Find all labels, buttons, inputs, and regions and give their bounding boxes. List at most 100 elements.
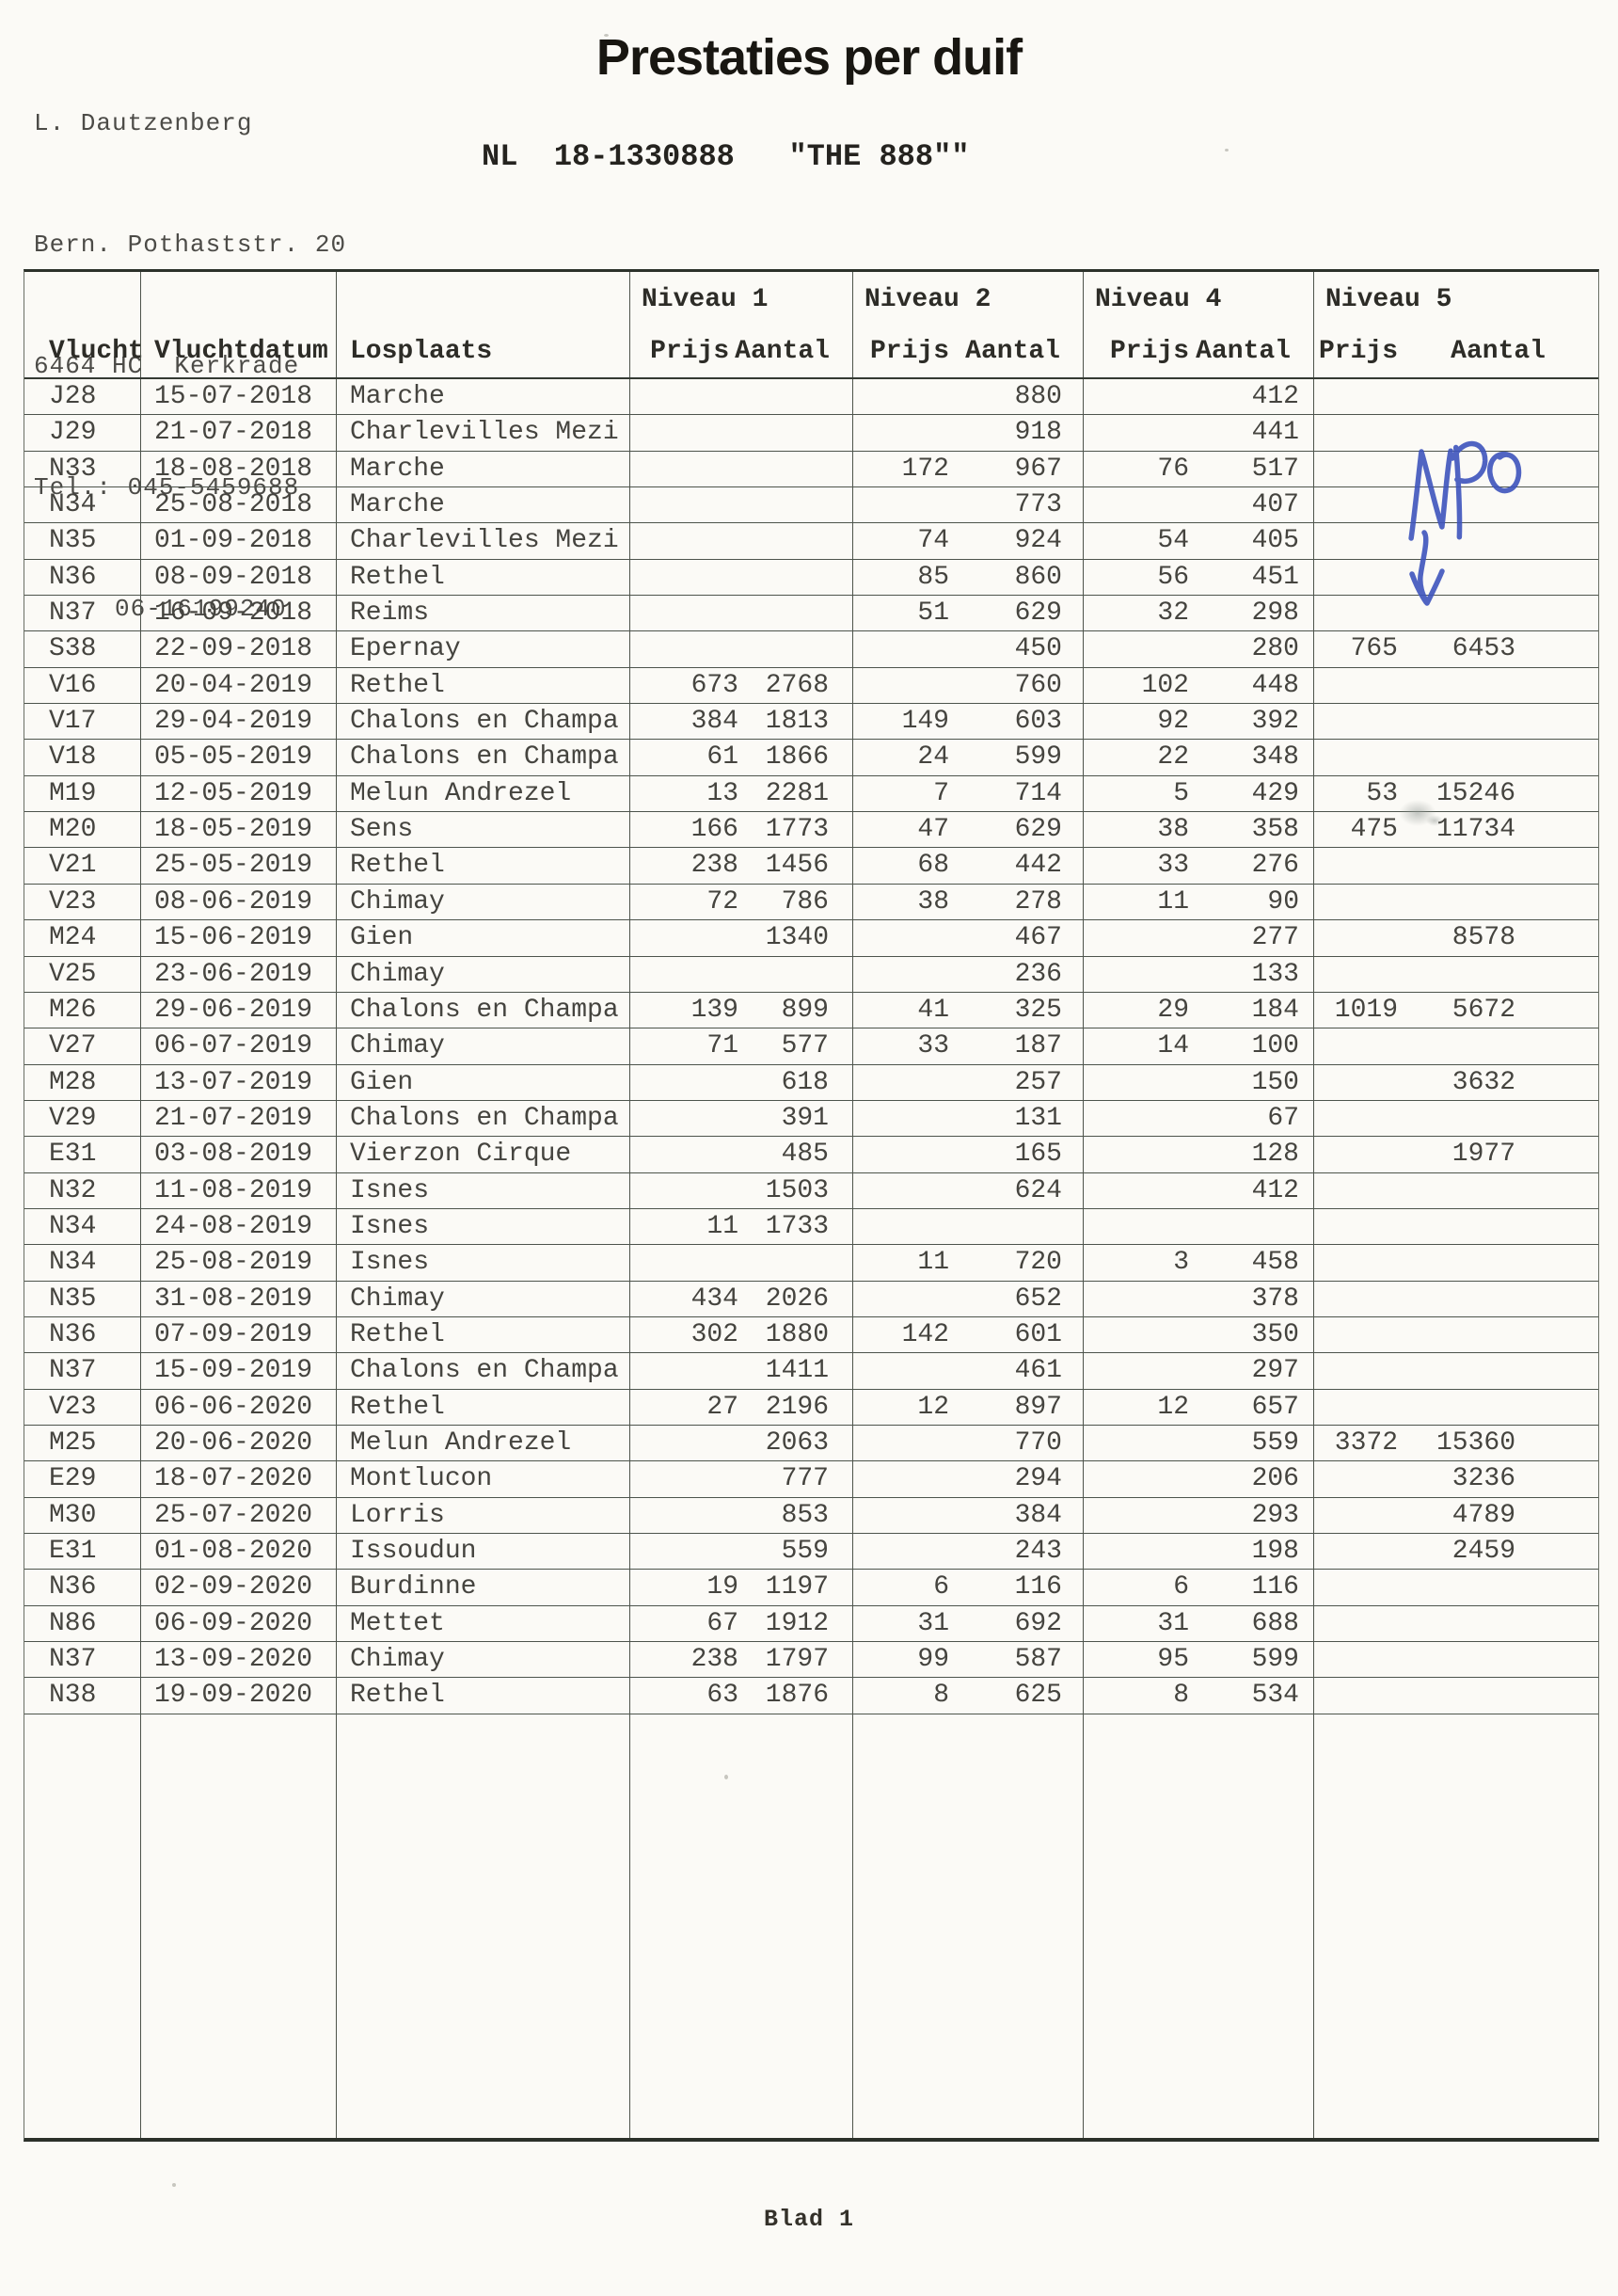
niveau2-cell: 41 325 [852, 992, 1083, 1028]
vlucht-cell: E31 [49, 1537, 97, 1566]
vluchtdatum-cell: 15-06-2019 [140, 920, 336, 956]
niveau1-cell: 434 2026 [629, 1281, 852, 1316]
niveau2-aantal-value: 461 [1014, 1356, 1062, 1386]
niveau2-prijs-value: 11 [917, 1248, 949, 1278]
vluchtdatum-header-label: Vluchtdatum [154, 337, 328, 366]
vluchtdatum-cell: 18-05-2019 [140, 812, 336, 848]
niveau1-aantal-value: 2281 [765, 778, 829, 808]
vluchtdatum-cell: 21-07-2019 [140, 1100, 336, 1137]
niveau2-prijs-value: 31 [917, 1608, 949, 1638]
niveau-2-group-label: Niveau 2 [865, 285, 991, 314]
niveau2-aantal-value [955, 1209, 1083, 1244]
niveau2-prijs-value [853, 1426, 955, 1460]
niveau2-aantal-value: 236 [1014, 959, 1062, 989]
niveau4-cell: 378 [1083, 1281, 1313, 1316]
losplaats-cell: Sens [336, 812, 629, 848]
niveau5-prijs-value [1314, 1498, 1404, 1533]
niveau5-prijs-value [1314, 920, 1404, 955]
niveau-4-group-label: Niveau 4 [1095, 285, 1222, 314]
niveau1-cell [629, 415, 852, 451]
niveau4-prijs-value [1084, 1426, 1195, 1460]
niveau2-cell: 467 [852, 920, 1083, 956]
niveau2-aantal-value: 294 [1014, 1464, 1062, 1494]
vlucht-cell: N33 [49, 454, 97, 484]
niveau5-aantal-value [1404, 596, 1598, 630]
niveau2-prijs-value [853, 668, 955, 703]
niveau5-cell [1313, 559, 1598, 596]
niveau4-aantal-value: 429 [1251, 778, 1299, 808]
niveau4-prijs-value [1084, 1173, 1195, 1208]
niveau1-prijs-value [630, 596, 744, 630]
niveau5-cell: 3372 15360 [1313, 1425, 1598, 1461]
vlucht-cell: V27 [49, 1031, 97, 1061]
losplaats-cell: Gien [336, 920, 629, 956]
niveau1-prijs-value: 238 [690, 1645, 738, 1675]
niveau4-aantal-value: 350 [1251, 1319, 1299, 1349]
niveau2-cell: 51 629 [852, 596, 1083, 631]
niveau1-aantal-value: 786 [781, 886, 829, 917]
niveau2-aantal-value: 587 [1014, 1645, 1062, 1675]
niveau1-prijs-value: 238 [690, 851, 738, 881]
niveau2-prijs-value: 7 [933, 778, 949, 808]
niveau2-cell: 236 [852, 956, 1083, 992]
niveau2-prijs-value: 172 [901, 454, 949, 484]
niveau1-prijs-value [630, 631, 744, 666]
niveau2-aantal-value: 187 [1014, 1031, 1062, 1061]
table-row: N36 07-09-2019 Rethel 302 1880 142 601 3… [24, 1316, 1598, 1354]
niveau2-aantal-value: 760 [1014, 670, 1062, 700]
vluchtdatum-cell: 25-08-2019 [140, 1245, 336, 1281]
niveau1-aantal-value [744, 415, 852, 450]
niveau1-cell: 61 1866 [629, 740, 852, 775]
niveau1-cell: 11 1733 [629, 1208, 852, 1245]
vluchtdatum-cell: 22-09-2018 [140, 631, 336, 667]
niveau4-aantal-value: 67 [1267, 1103, 1299, 1133]
niveau2-aantal-value: 924 [1014, 526, 1062, 556]
vlucht-header-label: Vlucht [49, 337, 144, 366]
niveau4-aantal-value: 534 [1251, 1681, 1299, 1711]
niveau2-cell: 142 601 [852, 1316, 1083, 1353]
niveau1-prijs-value: 71 [706, 1031, 738, 1061]
table-row: V29 21-07-2019 Chalons en Champa 391 131… [24, 1100, 1598, 1138]
losplaats-cell: Isnes [336, 1208, 629, 1245]
niveau1-cell: 391 [629, 1100, 852, 1137]
niveau1-aantal-value: 1733 [765, 1211, 829, 1241]
niveau1-aantal-value [744, 631, 852, 666]
niveau1-cell [629, 596, 852, 631]
table-row: N33 18-08-2018 Marche 172 967 76 517 [24, 451, 1598, 488]
niveau5-aantal-value [1404, 1642, 1598, 1677]
niveau5-aantal-value [1404, 487, 1598, 522]
niveau2-cell: 461 [852, 1353, 1083, 1389]
niveau5-cell: 4789 [1313, 1497, 1598, 1533]
niveau1-prijs-value: 67 [706, 1608, 738, 1638]
niveau1-cell [629, 559, 852, 596]
niveau5-prijs-value: 53 [1366, 778, 1398, 808]
niveau4-prijs-value [1084, 957, 1195, 992]
table-row: N35 01-09-2018 Charlevilles Mezi 74 924 … [24, 523, 1598, 560]
niveau5-aantal-value [1404, 415, 1598, 450]
niveau1-cell: 853 [629, 1497, 852, 1533]
niveau2-aantal-value: 967 [1014, 454, 1062, 484]
niveau2-cell: 257 [852, 1064, 1083, 1100]
niveau1-aantal-value [744, 560, 852, 595]
table-row: M20 18-05-2019 Sens 166 1773 47 629 38 3… [24, 812, 1598, 849]
table-row: J28 15-07-2018 Marche 880 412 [24, 379, 1598, 416]
niveau5-cell [1313, 956, 1598, 992]
niveau1-prijs-value: 139 [690, 995, 738, 1025]
niveau4-cell: 14 100 [1083, 1028, 1313, 1064]
vluchtdatum-cell: 06-07-2019 [140, 1028, 336, 1064]
niveau5-prijs-value [1314, 1209, 1404, 1244]
niveau4-cell: 12 657 [1083, 1389, 1313, 1425]
vlucht-cell: N32 [49, 1175, 97, 1205]
table-row: N37 13-09-2020 Chimay 238 1797 99 587 95… [24, 1642, 1598, 1679]
niveau4-cell: 11 90 [1083, 884, 1313, 920]
vluchtdatum-cell: 12-05-2019 [140, 775, 336, 812]
niveau5-cell [1313, 1353, 1598, 1389]
niveau5-cell [1313, 884, 1598, 920]
niveau4-cell: 293 [1083, 1497, 1313, 1533]
niveau5-prijs-value [1314, 523, 1404, 558]
niveau1-aantal-value: 777 [781, 1464, 829, 1494]
niveau1-aantal-value: 577 [781, 1031, 829, 1061]
niveau4-prijs-value: 76 [1157, 454, 1189, 484]
table-row: N37 16-09-2018 Reims 51 629 32 298 [24, 596, 1598, 632]
pigeon-ring-id: NL 18-1330888 "THE 888"" [482, 139, 970, 174]
